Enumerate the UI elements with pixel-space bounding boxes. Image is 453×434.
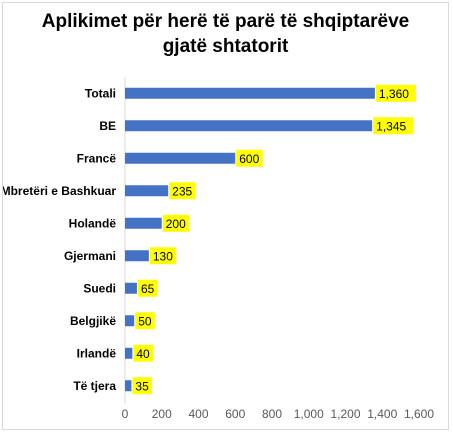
bar <box>125 282 137 294</box>
bar <box>125 152 236 164</box>
data-label: 1,345 <box>376 119 406 133</box>
chart-title: Aplikimet për herë të parë të shqiptarëv… <box>3 9 448 59</box>
x-tick-label: 400 <box>188 407 208 421</box>
x-tick-label: 1,200 <box>330 407 360 421</box>
chart-title-line-2: gjatë shtatorit <box>162 36 289 57</box>
bar <box>125 250 149 262</box>
chart-frame: Aplikimet për herë të parë të shqiptarëv… <box>2 2 449 430</box>
data-label: 1,360 <box>379 87 409 101</box>
data-label-highlight <box>162 214 190 232</box>
x-tick-label: 1,000 <box>294 407 324 421</box>
data-label: 130 <box>153 249 173 263</box>
data-label: 50 <box>138 314 152 328</box>
category-label: Gjermani <box>64 249 116 263</box>
bar <box>125 87 375 99</box>
category-label: Totali <box>85 86 116 100</box>
x-tick-label: 1,600 <box>404 407 434 421</box>
bar <box>125 120 373 132</box>
data-label-highlight <box>133 344 153 362</box>
category-label: BE <box>99 119 116 133</box>
data-label-highlight <box>135 312 155 330</box>
data-label-highlight <box>373 117 414 135</box>
bar-chart: Totali 1,360 BE 1,345 Francë 600 Mbretëri e Ba… <box>3 77 434 421</box>
data-label-highlight <box>137 279 158 297</box>
x-tick-label: 800 <box>262 407 282 421</box>
x-tick-label: 1,400 <box>367 407 397 421</box>
bar <box>125 217 162 229</box>
data-label-highlight <box>149 247 177 265</box>
data-label: 40 <box>136 347 150 361</box>
x-tick-label: 600 <box>225 407 245 421</box>
data-label: 35 <box>135 379 149 393</box>
data-label: 200 <box>166 217 186 231</box>
bar <box>125 347 133 359</box>
data-label-highlight <box>169 182 196 200</box>
category-label: Francë <box>77 151 117 165</box>
category-label: Belgjikë <box>70 314 116 328</box>
category-label: Suedi <box>83 281 116 295</box>
data-label-highlight <box>236 149 263 167</box>
data-label-highlight <box>375 84 416 102</box>
category-label: Holandë <box>69 216 117 230</box>
x-tick-label: 0 <box>122 407 129 421</box>
bar <box>125 185 169 197</box>
data-label: 600 <box>239 152 259 166</box>
data-label-highlight <box>132 377 153 395</box>
category-label: Mbretëri e Bashkuar <box>3 184 116 198</box>
data-label: 65 <box>141 282 155 296</box>
x-tick-label: 200 <box>152 407 172 421</box>
chart-title-line-1: Aplikimet për herë të parë të shqiptarëv… <box>41 11 410 32</box>
bar <box>125 315 135 327</box>
bar <box>125 380 132 392</box>
category-label: Irlandë <box>77 346 117 360</box>
category-label: Të tjera <box>73 379 116 393</box>
data-label: 235 <box>172 184 192 198</box>
